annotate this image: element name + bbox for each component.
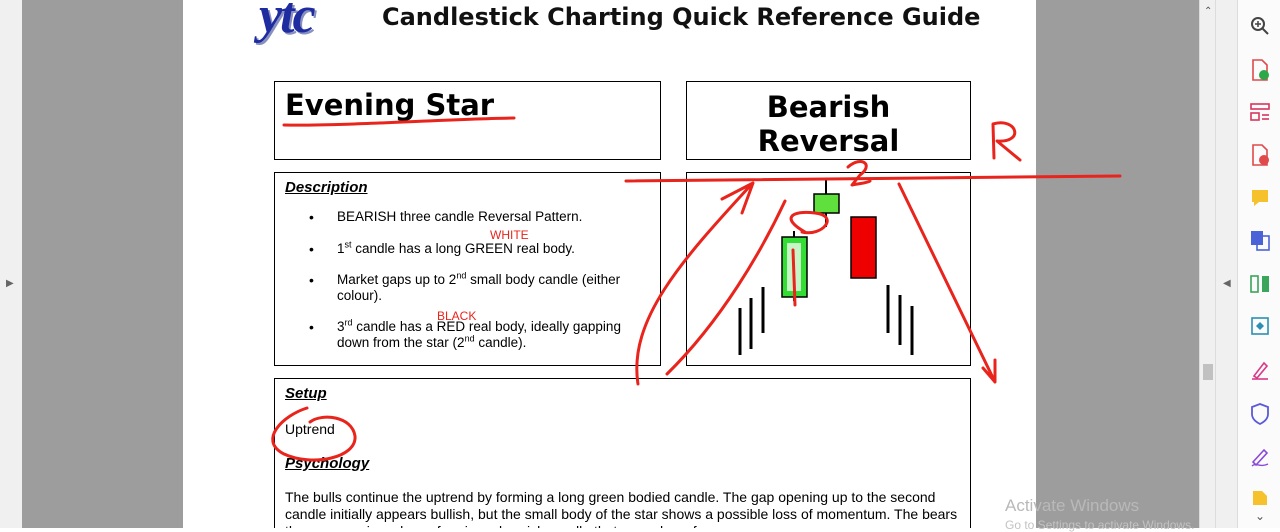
- right-panel-strip[interactable]: ◀: [1215, 0, 1238, 528]
- left-panel-strip[interactable]: ▶: [0, 0, 23, 528]
- comment-icon[interactable]: [1248, 186, 1272, 210]
- more-tools-icon[interactable]: [1248, 486, 1272, 510]
- pattern-name-box: Evening Star: [274, 81, 661, 160]
- psychology-text: The bulls continue the uptrend by formin…: [285, 489, 958, 528]
- create-pdf-icon[interactable]: [1248, 143, 1272, 167]
- handwritten-white-note: WHITE: [490, 228, 529, 242]
- handwritten-black-note: BLACK: [437, 309, 477, 323]
- expand-left-panel-icon[interactable]: ▶: [6, 278, 14, 289]
- setup-text: Uptrend: [285, 421, 335, 437]
- combine-files-icon[interactable]: [1248, 228, 1272, 252]
- third-candle: [850, 216, 877, 279]
- description-bullet-2: 1st candle has a long GREEN real body.: [299, 240, 649, 257]
- organize-pages-icon[interactable]: [1248, 100, 1272, 124]
- prior-uptrend-lines: [738, 287, 765, 355]
- description-bullet-4: 3rd candle has a RED real body, ideally …: [299, 318, 649, 351]
- ink-annotations: [271, 116, 1122, 462]
- ink-resistance-line: [624, 174, 1122, 183]
- document-page: ytc Candlestick Charting Quick Reference…: [183, 0, 1036, 528]
- ink-number-two: [846, 160, 872, 187]
- fill-sign-icon[interactable]: [1248, 358, 1272, 382]
- compress-icon[interactable]: [1248, 272, 1272, 296]
- ink-star-loop: [789, 210, 829, 307]
- collapse-right-panel-icon[interactable]: ◀: [1223, 278, 1231, 289]
- pattern-name: Evening Star: [285, 88, 495, 122]
- pattern-type: Bearish Reversal: [687, 90, 970, 158]
- tools-sidebar: ⌄: [1237, 0, 1280, 528]
- ink-down-arrow: [897, 182, 997, 384]
- scroll-up-icon[interactable]: ⌃: [1204, 6, 1213, 17]
- pattern-type-line1: Bearish: [766, 90, 891, 124]
- activate-windows-watermark: Activate Windows: [1005, 496, 1140, 515]
- pattern-chart: [738, 179, 914, 355]
- ink-left-arrow-upper: [635, 181, 755, 386]
- edit-icon[interactable]: [1248, 445, 1272, 469]
- zoom-icon[interactable]: [1248, 14, 1272, 38]
- description-box: Description BEARISH three candle Reversa…: [274, 172, 661, 366]
- protect-icon[interactable]: [1248, 402, 1272, 426]
- vertical-scrollbar[interactable]: ⌃: [1199, 0, 1216, 528]
- document-viewer[interactable]: ytc Candlestick Charting Quick Reference…: [22, 0, 1199, 528]
- ink-letter-r: [991, 121, 1022, 162]
- ink-left-arrow-lower: [665, 199, 787, 376]
- setup-heading: Setup: [285, 385, 327, 402]
- description-bullet-3: Market gaps up to 2nd small body candle …: [299, 271, 649, 304]
- export-pdf-icon[interactable]: [1248, 58, 1272, 82]
- convert-icon[interactable]: [1248, 314, 1272, 338]
- document-title: Candlestick Charting Quick Reference Gui…: [382, 3, 981, 31]
- ytc-logo: ytc: [259, 0, 316, 44]
- chevron-down-icon[interactable]: ⌄: [1254, 509, 1266, 523]
- ink-uptrend-circle: [271, 406, 357, 462]
- activate-windows-subtext: Go to Settings to activate Windows.: [1005, 518, 1195, 532]
- pattern-type-box: Bearish Reversal: [686, 81, 971, 160]
- pattern-type-line2: Reversal: [757, 124, 900, 158]
- description-bullet-1: BEARISH three candle Reversal Pattern.: [299, 209, 649, 225]
- subsequent-downtrend-lines: [886, 285, 914, 355]
- ink-title-underline: [282, 116, 516, 127]
- scrollbar-thumb[interactable]: [1203, 364, 1213, 380]
- description-list: BEARISH three candle Reversal Pattern. 1…: [299, 209, 649, 351]
- description-heading: Description: [285, 179, 368, 196]
- setup-box: Setup Uptrend Psychology The bulls conti…: [274, 378, 971, 528]
